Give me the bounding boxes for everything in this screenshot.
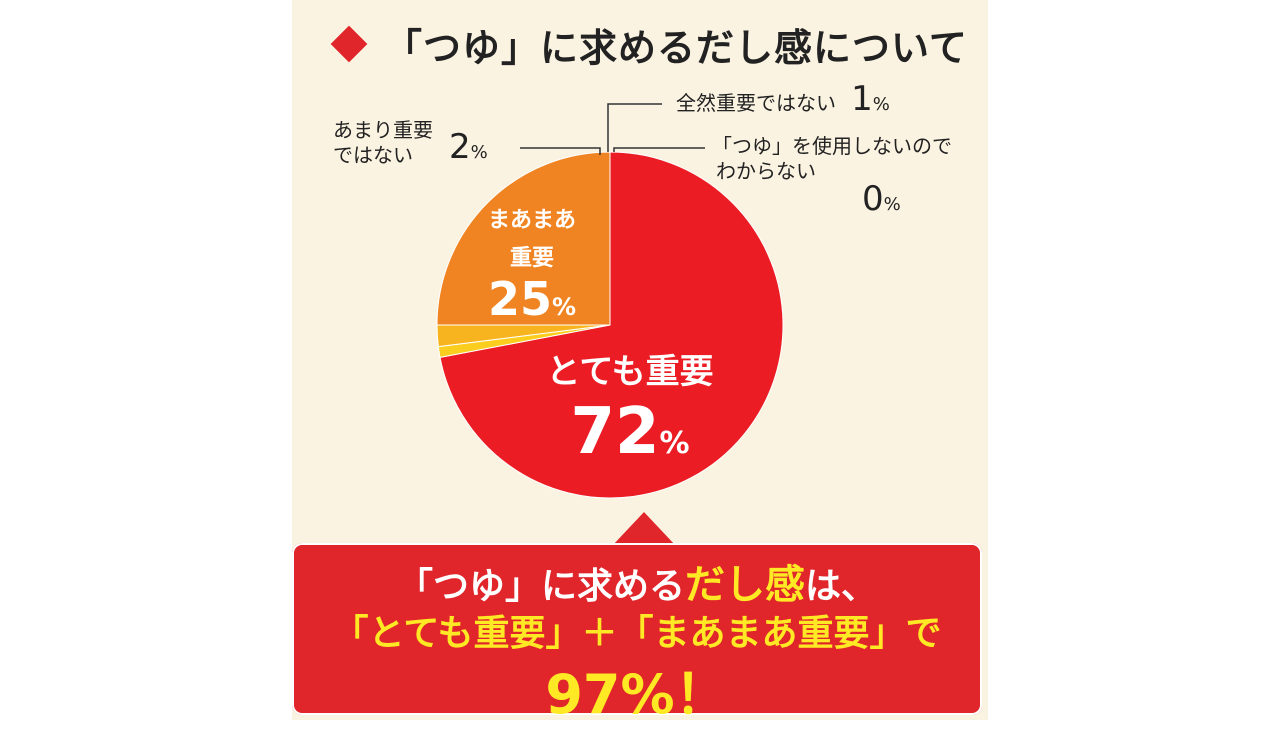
label-dont-know-line1: 「つゆ」を使用しないので: [712, 134, 952, 158]
label-dont-know-value: 0: [862, 179, 884, 219]
label-not-at-all-text: 全然重要ではない: [676, 91, 836, 115]
pie-slice-4: [436, 151, 611, 326]
label-not-at-all-value: 1: [851, 79, 873, 119]
callout-pointer: [612, 512, 676, 546]
label-somewhat-important: まあまあ 重要 25%: [462, 202, 602, 326]
callout-line1-b: だし感: [685, 562, 805, 608]
leader-line-not-at-all: [607, 103, 662, 152]
leader-line-not-very: [520, 147, 601, 155]
label-not-important-at-all: 全然重要ではない 1%: [676, 78, 890, 121]
label-very-important-unit: %: [659, 426, 690, 461]
callout-box: [292, 543, 982, 715]
label-dont-know: 「つゆ」を使用しないので わからない 0%: [712, 134, 952, 221]
label-not-very-line2: ではない: [333, 143, 413, 167]
label-somewhat-line2: 重要: [509, 246, 554, 271]
callout-line-3: 97%！: [545, 663, 729, 726]
chart-title-text: 「つゆ」に求めるだし感について: [384, 25, 968, 70]
label-very-important: とても重要 72%: [520, 344, 740, 469]
callout-line1-a: 「つゆ」に求める: [396, 566, 685, 607]
label-not-at-all-unit: %: [872, 94, 890, 115]
pie-slice-0: [439, 151, 784, 499]
label-very-important-value: 72: [570, 395, 660, 469]
label-not-very-unit: %: [470, 141, 488, 163]
leader-line-dont-know: [613, 147, 705, 152]
chart-title: 「つゆ」に求めるだし感について: [330, 16, 968, 72]
label-dont-know-unit: %: [883, 194, 901, 215]
label-not-very-important: あまり重要 ではない 2%: [333, 118, 488, 168]
label-somewhat-line1: まあまあ: [487, 208, 576, 233]
label-not-very-line1: あまり重要: [333, 118, 433, 142]
label-somewhat-unit: %: [551, 293, 577, 321]
label-very-important-name: とても重要: [546, 352, 714, 392]
callout-line1-c: は、: [805, 566, 878, 607]
label-not-very-value: 2: [449, 126, 471, 167]
callout-line-2: 「とても重要」＋「まあまあ重要」で: [332, 613, 942, 654]
callout-line-1: 「つゆ」に求めるだし感は、: [292, 552, 982, 610]
label-dont-know-line2: わからない: [716, 159, 816, 183]
label-somewhat-value: 25: [487, 272, 552, 326]
